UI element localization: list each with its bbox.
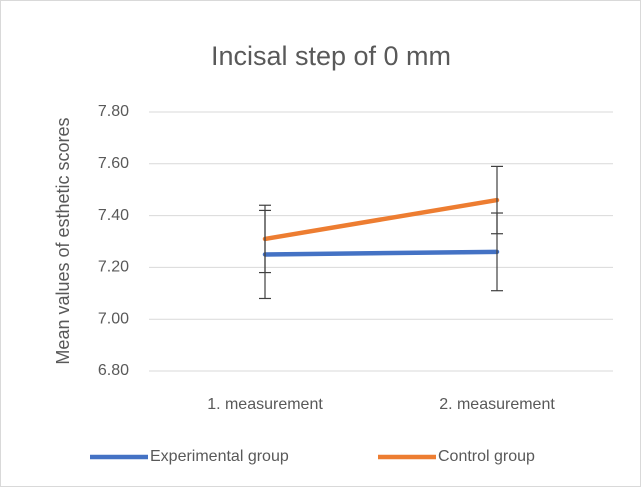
series-line (262, 249, 500, 257)
y-tick-label: 6.80 (98, 362, 129, 379)
legend-label: Experimental group (150, 448, 289, 465)
series-line (262, 197, 500, 242)
legend-label: Control group (438, 448, 535, 465)
y-tick-label: 7.60 (98, 155, 129, 172)
x-tick-label: 2. measurement (439, 396, 555, 413)
y-axis-label: Mean values of esthetic scores (53, 117, 73, 364)
chart-title: Incisal step of 0 mm (211, 41, 451, 71)
x-tick-label: 1. measurement (207, 396, 323, 413)
y-tick-label: 7.00 (98, 310, 129, 327)
y-tick-label: 7.20 (98, 259, 129, 276)
y-tick-label: 7.80 (98, 103, 129, 120)
y-tick-label: 7.40 (98, 207, 129, 224)
